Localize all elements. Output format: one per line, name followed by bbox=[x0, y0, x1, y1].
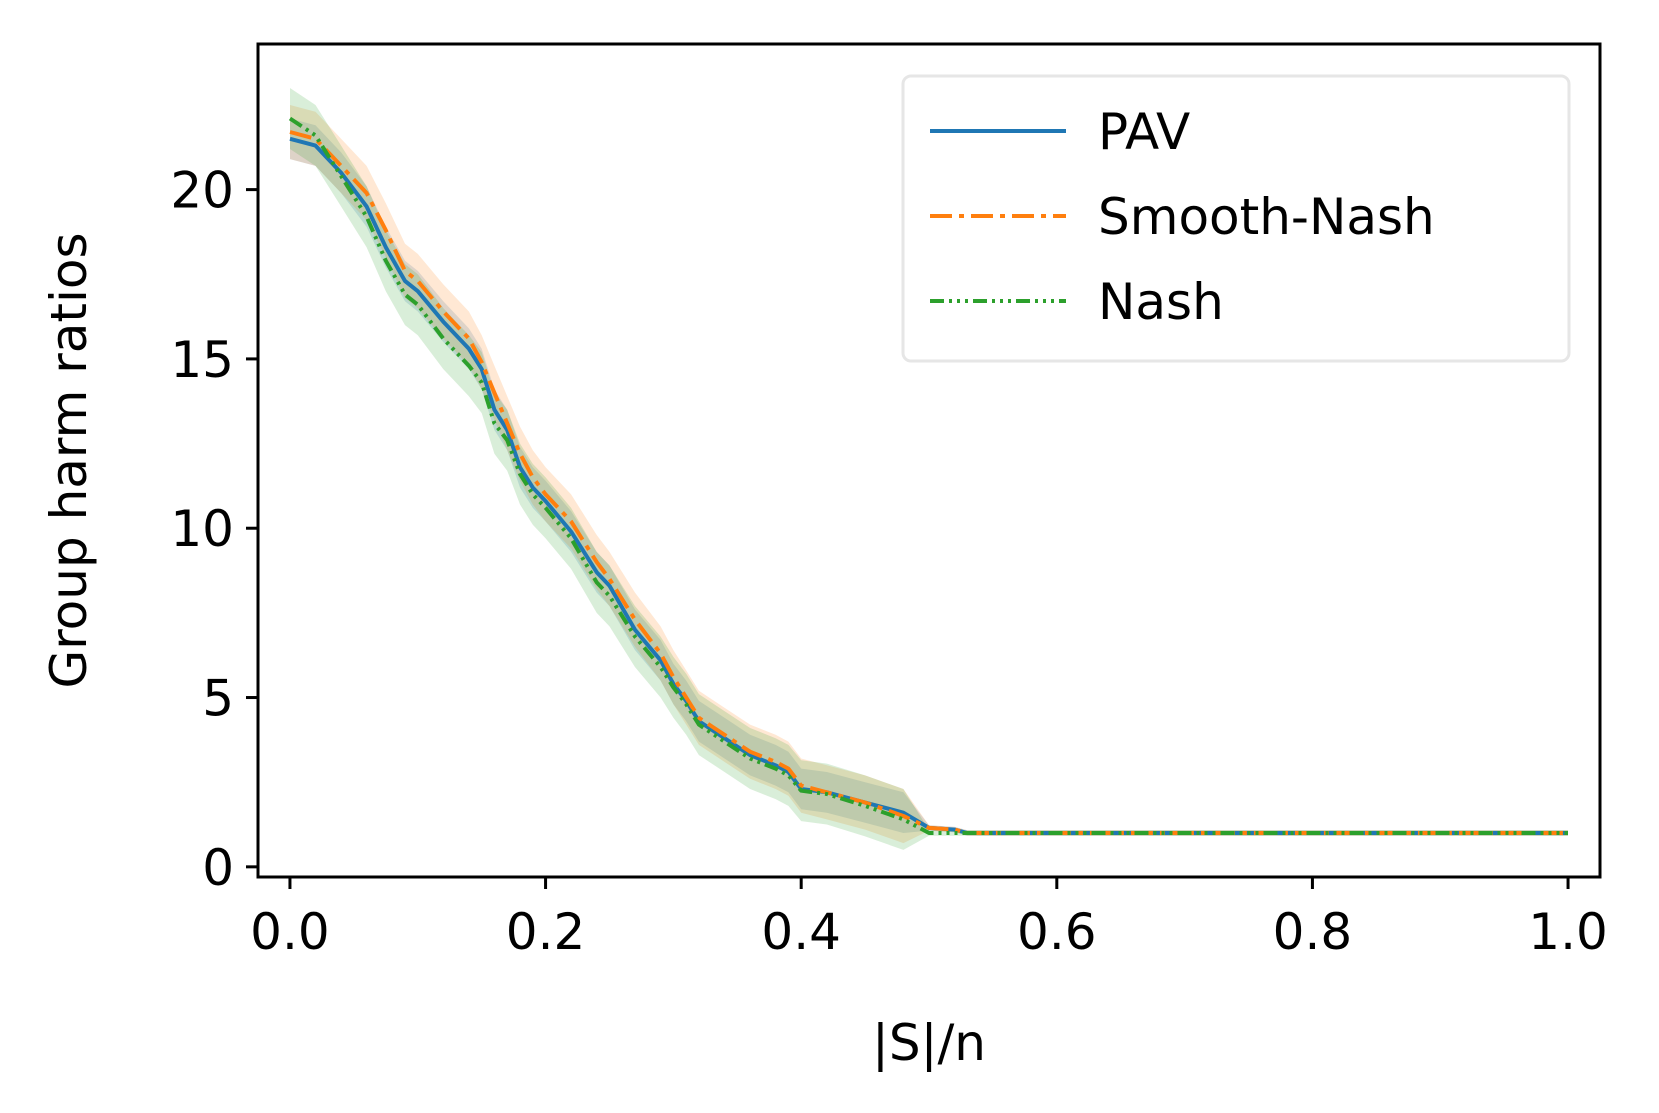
y-axis-ticks: 0 5 10 15 20 bbox=[170, 162, 258, 897]
x-tick-label: 0.8 bbox=[1273, 903, 1353, 961]
x-axis-ticks: 0.0 0.2 0.4 0.6 0.8 1.0 bbox=[250, 877, 1608, 961]
y-tick-label: 20 bbox=[170, 162, 234, 220]
series-line-1 bbox=[289, 130, 1568, 835]
band-1 bbox=[290, 105, 1568, 844]
confidence-bands bbox=[290, 88, 1568, 850]
y-tick-label: 0 bbox=[202, 839, 234, 897]
x-axis-label: |S|/n bbox=[872, 1014, 986, 1072]
legend-label-1: Smooth-Nash bbox=[1098, 188, 1435, 246]
series-line-0 bbox=[289, 136, 1568, 835]
legend-label-0: PAV bbox=[1098, 103, 1190, 161]
x-tick-label: 0.6 bbox=[1017, 903, 1097, 961]
series-lines bbox=[288, 116, 1568, 835]
x-tick-label: 0.2 bbox=[506, 903, 586, 961]
y-tick-label: 5 bbox=[202, 670, 234, 728]
legend: PAV Smooth-Nash Nash bbox=[901, 74, 1571, 363]
plot-frame bbox=[256, 42, 1602, 879]
y-tick-label: 15 bbox=[170, 331, 234, 389]
x-tick-label: 0.0 bbox=[250, 903, 330, 961]
y-axis-label: Group harm ratios bbox=[40, 232, 98, 688]
legend-label-2: Nash bbox=[1098, 273, 1224, 331]
series-line-2 bbox=[288, 116, 1568, 835]
y-tick-label: 10 bbox=[170, 500, 234, 558]
x-tick-label: 1.0 bbox=[1528, 903, 1608, 961]
legend-box bbox=[901, 74, 1571, 363]
x-tick-label: 0.4 bbox=[761, 903, 841, 961]
